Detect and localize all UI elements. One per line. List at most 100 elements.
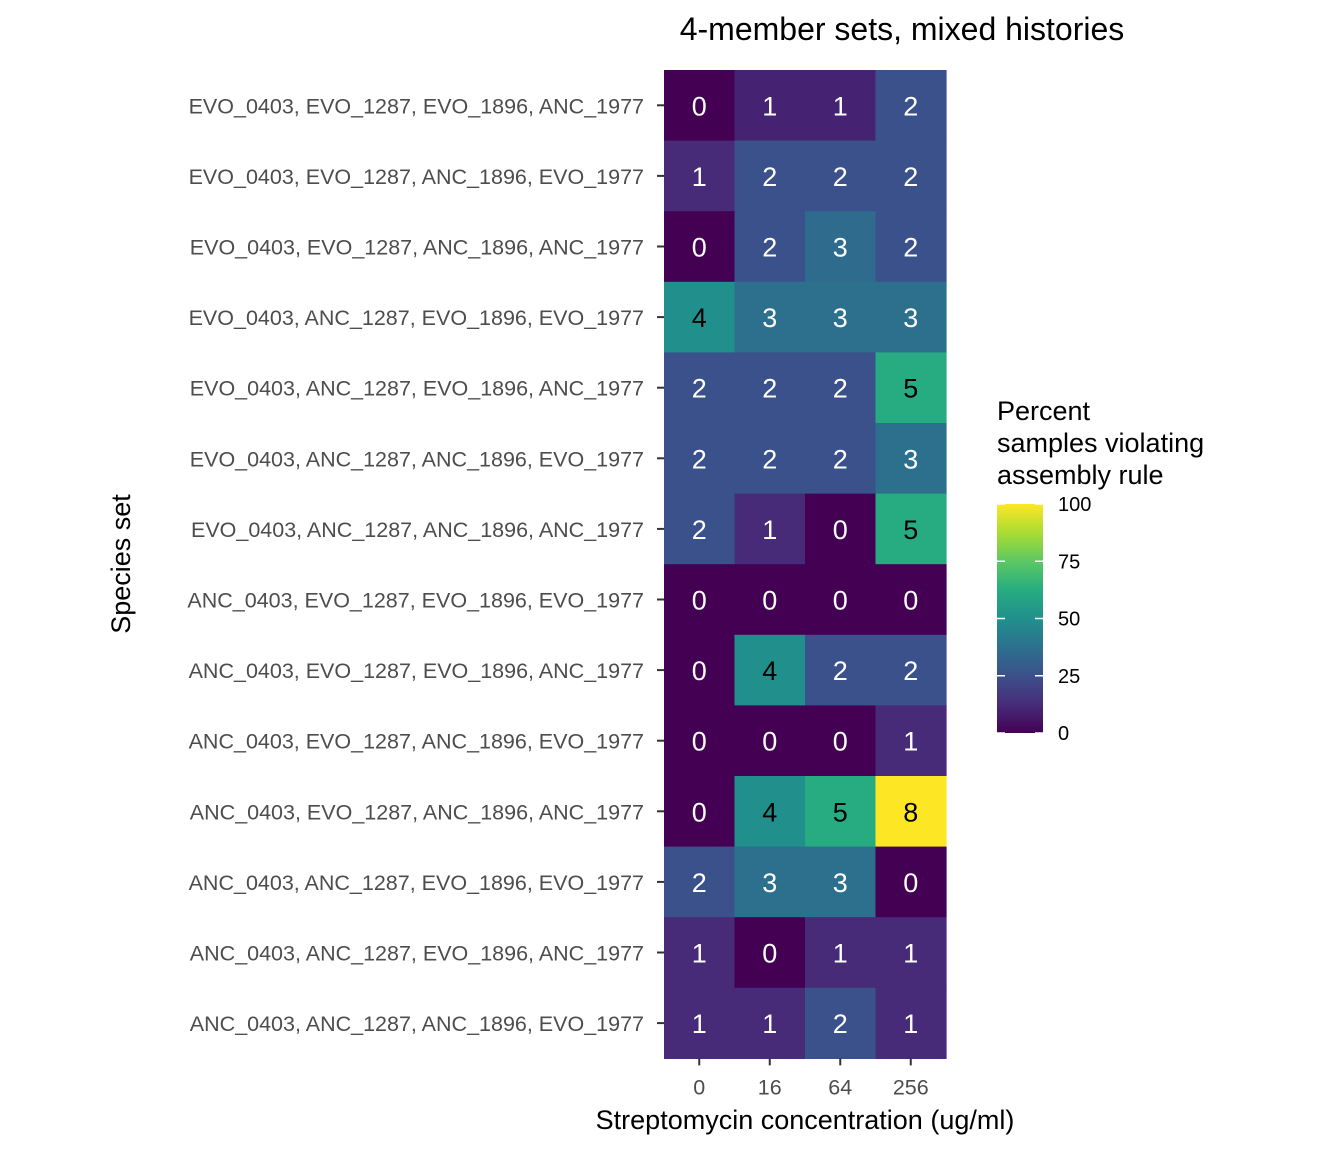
cell-value-label: 3: [833, 303, 848, 333]
cell-value-label: 0: [692, 727, 707, 757]
cell-value-label: 8: [903, 797, 918, 827]
legend-title-line: Percent: [997, 396, 1091, 426]
heatmap-cell: [805, 352, 877, 424]
y-tick-label: ANC_0403, EVO_1287, ANC_1896, EVO_1977: [189, 730, 644, 754]
x-axis-title: Streptomycin concentration (ug/ml): [596, 1105, 1015, 1135]
y-tick-label: ANC_0403, EVO_1287, EVO_1896, ANC_1977: [189, 659, 644, 683]
heatmap-cells: [664, 70, 947, 1059]
y-tick-label: EVO_0403, ANC_1287, EVO_1896, EVO_1977: [189, 306, 644, 330]
heatmap-cell: [734, 564, 806, 636]
legend-tick-label: 25: [1058, 666, 1080, 688]
heatmap-cell: [664, 776, 736, 848]
y-tick-label: EVO_0403, ANC_1287, ANC_1896, ANC_1977: [191, 518, 644, 542]
cell-value-label: 3: [762, 303, 777, 333]
heatmap-cell: [734, 493, 806, 565]
y-axis-title: Species set: [106, 494, 136, 634]
cell-value-label: 2: [903, 162, 918, 192]
heatmap-cell: [875, 281, 947, 353]
heatmap-cell: [805, 987, 877, 1059]
cell-value-label: 2: [692, 374, 707, 404]
cell-value-label: 2: [833, 374, 848, 404]
cell-value-label: 1: [903, 727, 918, 757]
heatmap-cell: [734, 281, 806, 353]
legend-title-line: samples violating: [997, 428, 1204, 458]
heatmap-cell: [734, 705, 806, 777]
cell-value-label: 0: [692, 233, 707, 263]
cell-value-label: 2: [903, 656, 918, 686]
cell-value-label: 2: [692, 515, 707, 545]
heatmap-cell: [875, 564, 947, 636]
heatmap-cell: [734, 70, 806, 142]
heatmap-cell: [805, 70, 877, 142]
cell-value-label: 3: [903, 303, 918, 333]
cell-value-label: 3: [903, 444, 918, 474]
heatmap-cell: [875, 423, 947, 495]
heatmap-cell: [805, 564, 877, 636]
cell-value-label: 1: [692, 939, 707, 969]
cell-value-label: 2: [692, 444, 707, 474]
heatmap-cell: [875, 140, 947, 212]
heatmap-cell: [875, 211, 947, 283]
heatmap-cell: [664, 70, 736, 142]
cell-value-label: 0: [692, 586, 707, 616]
heatmap-cell: [734, 987, 806, 1059]
cell-value-label: 0: [692, 91, 707, 121]
cell-value-label: 2: [903, 91, 918, 121]
x-tick-label: 16: [758, 1075, 782, 1099]
heatmap-cell: [875, 634, 947, 706]
x-tick-label: 0: [693, 1075, 705, 1099]
heatmap-cell: [664, 423, 736, 495]
cell-value-label: 2: [762, 233, 777, 263]
cell-value-label: 0: [903, 586, 918, 616]
cell-value-label: 3: [833, 868, 848, 898]
legend-tick-label: 100: [1058, 494, 1091, 516]
cell-value-label: 1: [903, 939, 918, 969]
chart-title: 4-member sets, mixed histories: [680, 11, 1125, 47]
cell-value-label: 0: [833, 727, 848, 757]
heatmap-cell: [664, 917, 736, 989]
x-axis: 0 16 64 256: [693, 1058, 929, 1099]
heatmap-cell: [664, 211, 736, 283]
cell-value-label: 3: [833, 233, 848, 263]
heatmap-cell: [875, 70, 947, 142]
cell-value-label: 4: [762, 797, 777, 827]
legend-tick-label: 0: [1058, 723, 1069, 745]
cell-value-label: 1: [762, 91, 777, 121]
cell-value-label: 2: [762, 374, 777, 404]
cell-value-label: 0: [833, 586, 848, 616]
y-tick-label: ANC_0403, EVO_1287, ANC_1896, ANC_1977: [190, 800, 644, 824]
legend-title-line: assembly rule: [997, 460, 1164, 490]
cell-value-label: 0: [762, 727, 777, 757]
heatmap-cell: [805, 917, 877, 989]
y-tick-label: EVO_0403, ANC_1287, EVO_1896, ANC_1977: [190, 377, 644, 401]
heatmap-cell: [805, 776, 877, 848]
cell-value-label: 2: [903, 233, 918, 263]
x-tick-label: 64: [828, 1075, 852, 1099]
heatmap-cell: [664, 987, 736, 1059]
cell-value-label: 4: [762, 656, 777, 686]
y-tick-label: EVO_0403, EVO_1287, EVO_1896, ANC_1977: [189, 94, 644, 118]
heatmap-cell: [875, 352, 947, 424]
cell-value-label: 5: [903, 374, 918, 404]
heatmap-cell: [664, 846, 736, 918]
cell-value-label: 0: [762, 939, 777, 969]
heatmap-cell: [805, 493, 877, 565]
cell-value-label: 5: [833, 797, 848, 827]
cell-value-label: 1: [833, 91, 848, 121]
heatmap-cell: [875, 846, 947, 918]
legend-tick-label: 50: [1058, 609, 1080, 631]
cell-value-label: 0: [692, 656, 707, 686]
y-tick-label: EVO_0403, EVO_1287, ANC_1896, ANC_1977: [190, 236, 644, 260]
heatmap-cell: [664, 352, 736, 424]
cell-value-label: 0: [762, 586, 777, 616]
cell-value-label: 0: [833, 515, 848, 545]
x-tick-label: 256: [893, 1075, 929, 1099]
cell-value-label: 1: [692, 162, 707, 192]
heatmap-cell: [875, 493, 947, 565]
cell-value-label: 1: [833, 939, 848, 969]
heatmap-cell: [805, 846, 877, 918]
heatmap-cell: [805, 140, 877, 212]
heatmap-cell: [734, 917, 806, 989]
cell-value-label: 2: [833, 162, 848, 192]
